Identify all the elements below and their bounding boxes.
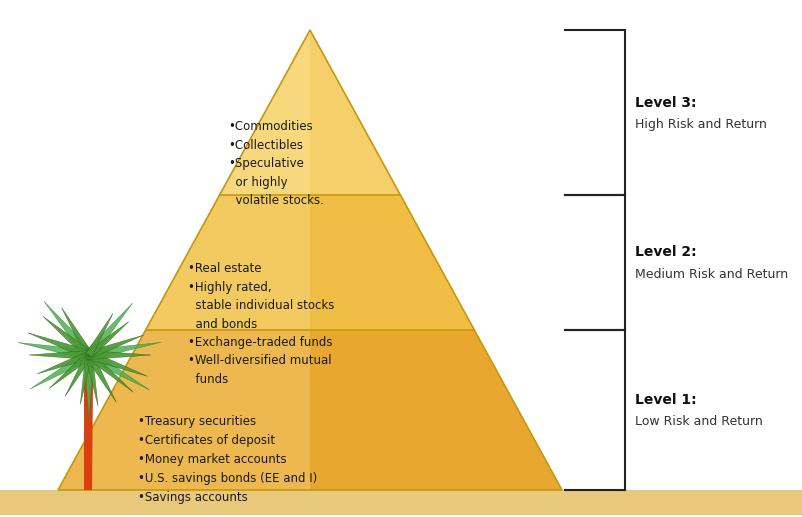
Polygon shape [87, 322, 128, 358]
Polygon shape [84, 355, 93, 490]
Polygon shape [80, 354, 92, 404]
Polygon shape [62, 308, 92, 357]
Polygon shape [219, 30, 400, 195]
Text: Level 1:: Level 1: [634, 393, 696, 407]
Text: •Treasury securities
•Certificates of deposit
•Money market accounts
•U.S. savin: •Treasury securities •Certificates of de… [138, 415, 317, 504]
Polygon shape [87, 351, 149, 390]
Polygon shape [44, 301, 93, 358]
Text: Medium Risk and Return: Medium Risk and Return [634, 268, 787, 281]
Polygon shape [87, 335, 144, 359]
Polygon shape [18, 342, 90, 360]
Polygon shape [65, 353, 92, 397]
Polygon shape [29, 351, 89, 359]
Polygon shape [88, 342, 160, 360]
Polygon shape [219, 30, 310, 195]
FancyBboxPatch shape [0, 490, 802, 515]
Text: Level 3:: Level 3: [634, 96, 695, 110]
Polygon shape [43, 316, 91, 358]
Polygon shape [145, 195, 474, 330]
Polygon shape [58, 330, 310, 490]
Polygon shape [89, 351, 151, 359]
Polygon shape [86, 353, 116, 403]
Polygon shape [87, 351, 147, 376]
Polygon shape [84, 355, 94, 420]
Polygon shape [86, 313, 113, 357]
Polygon shape [145, 195, 310, 330]
Polygon shape [49, 352, 91, 388]
Polygon shape [58, 330, 561, 490]
Text: Low Risk and Return: Low Risk and Return [634, 416, 762, 429]
Text: Level 2:: Level 2: [634, 246, 696, 260]
Polygon shape [87, 352, 133, 392]
Polygon shape [28, 333, 91, 359]
Text: •Real estate
•Highly rated,
  stable individual stocks
  and bonds
•Exchange-tra: •Real estate •Highly rated, stable indiv… [188, 262, 334, 386]
Polygon shape [37, 351, 91, 374]
Polygon shape [30, 351, 91, 389]
Text: •Commodities
•Collectibles
•Speculative
  or highly
  volatile stocks.: •Commodities •Collectibles •Speculative … [228, 120, 323, 207]
Text: High Risk and Return: High Risk and Return [634, 118, 766, 131]
Polygon shape [85, 303, 132, 358]
Polygon shape [86, 354, 98, 406]
